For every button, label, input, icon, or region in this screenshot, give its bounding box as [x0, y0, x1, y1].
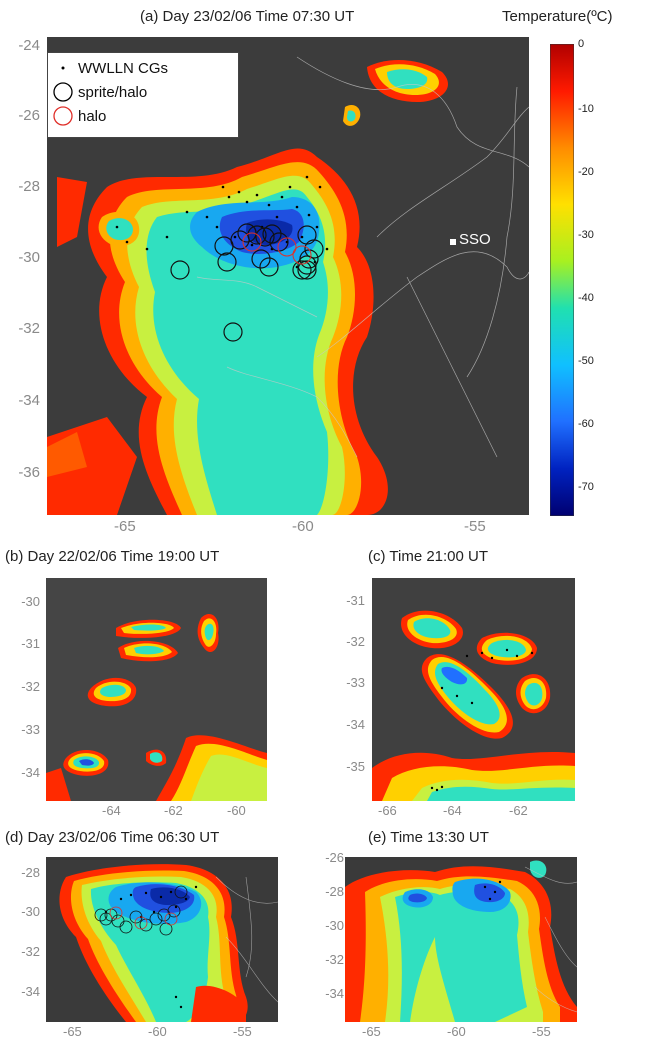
panel-e-map: [345, 857, 577, 1022]
legend-item-halo: halo: [48, 104, 238, 128]
panel-a-ytick-7: -36: [18, 464, 40, 481]
panel-e-ytick-5: -34: [325, 986, 344, 1001]
panel-c-ytick-3: -33: [346, 675, 365, 690]
colorbar-tick-6: -60: [578, 418, 594, 430]
panel-e-xtick-3: -55: [532, 1024, 551, 1039]
colorbar-tick-0: 0: [578, 38, 585, 50]
panel-b-ytick-2: -31: [21, 636, 40, 651]
panel-a-ytick-1: -24: [18, 37, 40, 54]
panel-d-xtick-1: -65: [63, 1024, 82, 1039]
panel-b-ytick-4: -33: [21, 722, 40, 737]
colorbar-tick-1: -10: [578, 103, 594, 115]
panel-b-xtick-3: -60: [227, 803, 246, 818]
panel-c-xtick-2: -64: [443, 803, 462, 818]
colorbar-tick-3: -30: [578, 229, 594, 241]
colorbar-title: Temperature(ºC): [502, 8, 613, 25]
panel-c-ytick-2: -32: [346, 634, 365, 649]
legend-label-sprite-halo: sprite/halo: [78, 83, 148, 101]
panel-d-ytick-4: -34: [21, 984, 40, 999]
panel-d-xtick-3: -55: [233, 1024, 252, 1039]
panel-c-xtick-1: -66: [378, 803, 397, 818]
sso-station-label: SSO: [459, 231, 491, 248]
panel-a-xtick-3: -55: [464, 518, 486, 535]
legend-item-wwlln: WWLLN CGs: [48, 56, 238, 80]
panel-c-ytick-1: -31: [346, 593, 365, 608]
panel-b-xtick-1: -64: [102, 803, 121, 818]
panel-d-ytick-1: -28: [21, 865, 40, 880]
panel-e-ytick-3: -30: [325, 918, 344, 933]
panel-e-ytick-4: -32: [325, 952, 344, 967]
panel-a-ytick-5: -32: [18, 320, 40, 337]
dot-icon: [48, 65, 78, 71]
panel-b-map: [46, 578, 267, 801]
panel-d-map: [46, 857, 278, 1022]
panel-a-xtick-2: -60: [292, 518, 314, 535]
panel-c-title: (c) Time 21:00 UT: [368, 548, 489, 565]
colorbar-tick-7: -70: [578, 481, 594, 493]
panel-a-ytick-3: -28: [18, 178, 40, 195]
panel-a-map: [47, 37, 529, 515]
colorbar-tick-2: -20: [578, 166, 594, 178]
colorbar-tick-4: -40: [578, 292, 594, 304]
legend-label-wwlln: WWLLN CGs: [78, 59, 168, 77]
panel-d-title: (d) Day 23/02/06 Time 06:30 UT: [5, 829, 220, 846]
panel-a-xtick-1: -65: [114, 518, 136, 535]
panel-e-xtick-1: -65: [362, 1024, 381, 1039]
panel-b-ytick-5: -34: [21, 765, 40, 780]
panel-b-title: (b) Day 22/02/06 Time 19:00 UT: [5, 548, 220, 565]
panel-a-title: (a) Day 23/02/06 Time 07:30 UT: [140, 8, 355, 25]
legend-label-halo: halo: [78, 107, 107, 125]
panel-c-ytick-4: -34: [346, 717, 365, 732]
panel-b-xtick-2: -62: [164, 803, 183, 818]
panel-c-ytick-5: -35: [346, 759, 365, 774]
colorbar-tick-5: -50: [578, 355, 594, 367]
panel-c-xtick-3: -62: [509, 803, 528, 818]
red-circle-icon: [48, 105, 78, 127]
panel-a-legend: WWLLN CGs sprite/halo halo: [47, 52, 239, 138]
black-circle-icon: [48, 81, 78, 103]
legend-item-sprite-halo: sprite/halo: [48, 80, 238, 104]
panel-b-ytick-3: -32: [21, 679, 40, 694]
panel-d-ytick-3: -32: [21, 944, 40, 959]
panel-a-ytick-2: -26: [18, 107, 40, 124]
panel-c-map: [372, 578, 575, 801]
panel-e-ytick-2: -28: [325, 884, 344, 899]
panel-d-ytick-2: -30: [21, 904, 40, 919]
panel-a-ytick-4: -30: [18, 249, 40, 266]
temperature-colorbar: [549, 43, 575, 517]
panel-e-ytick-1: -26: [325, 850, 344, 865]
panel-a-ytick-6: -34: [18, 392, 40, 409]
panel-e-title: (e) Time 13:30 UT: [368, 829, 489, 846]
panel-d-xtick-2: -60: [148, 1024, 167, 1039]
panel-e-xtick-2: -60: [447, 1024, 466, 1039]
panel-b-ytick-1: -30: [21, 594, 40, 609]
